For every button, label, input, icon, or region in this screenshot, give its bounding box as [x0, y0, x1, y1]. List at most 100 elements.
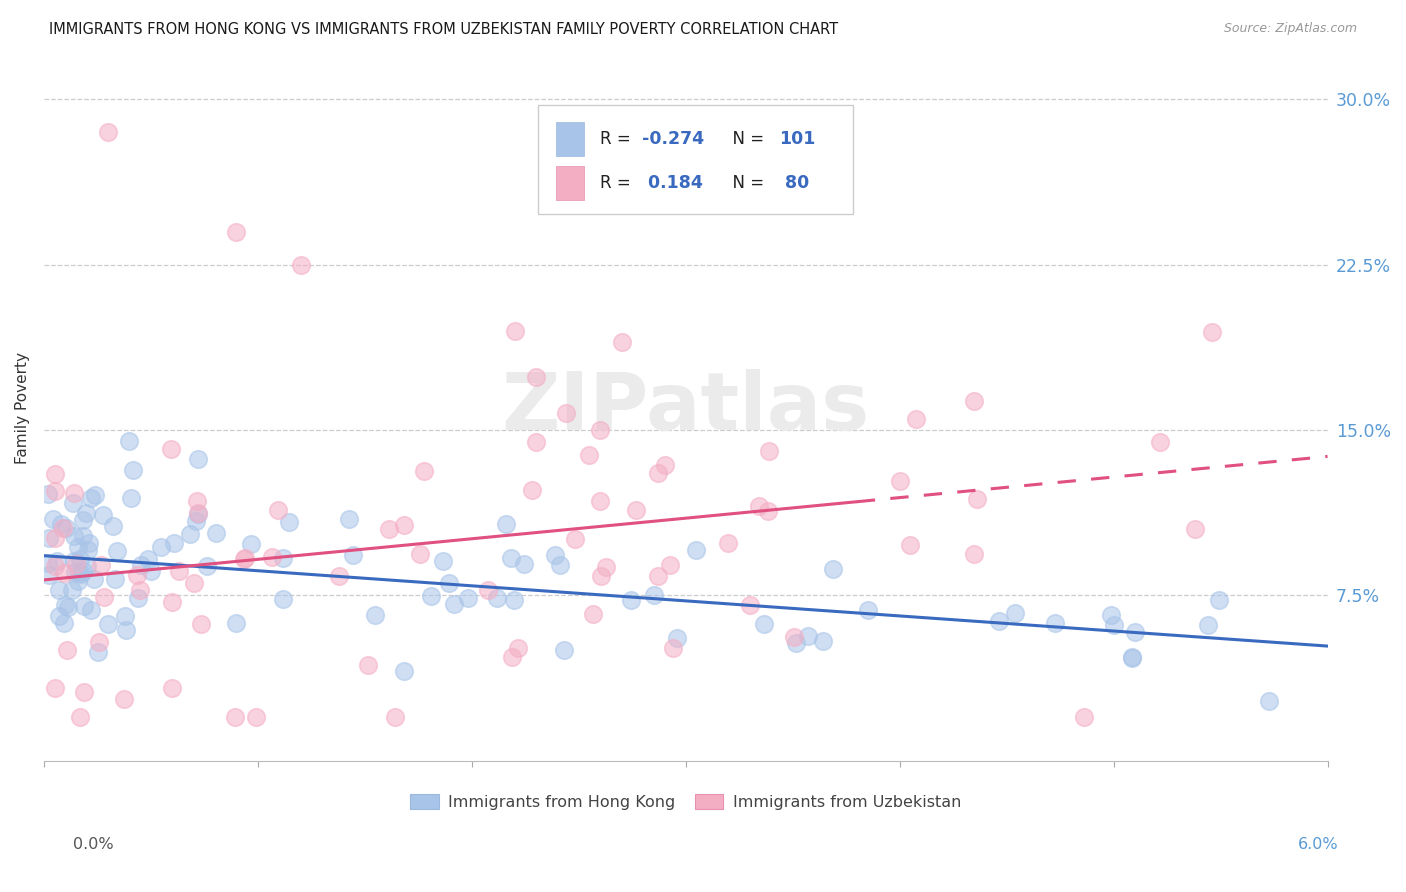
- Point: [225, 225, 247, 239]
- Point: [187, 507, 209, 521]
- Point: [392, 518, 415, 533]
- Point: [408, 547, 430, 561]
- Point: [45, 553, 67, 567]
- Point: [51, 521, 73, 535]
- Point: [44, 681, 66, 696]
- Point: [138, 552, 160, 566]
- Point: [80, 603, 103, 617]
- Point: [77, 536, 100, 550]
- Text: Source: ZipAtlas.com: Source: ZipAtlas.com: [1223, 22, 1357, 36]
- Point: [44, 467, 66, 482]
- Point: [233, 552, 256, 566]
- Point: [87, 645, 110, 659]
- Point: [520, 483, 543, 498]
- Point: [716, 536, 738, 550]
- Point: [555, 406, 578, 420]
- Y-axis label: Family Poverty: Family Poverty: [15, 352, 30, 464]
- Point: [90, 558, 112, 572]
- Point: [72, 512, 94, 526]
- Point: [56, 600, 79, 615]
- Point: [190, 617, 212, 632]
- Point: [662, 640, 685, 655]
- Point: [186, 494, 208, 508]
- Point: [595, 559, 617, 574]
- Point: [553, 643, 575, 657]
- Point: [62, 554, 84, 568]
- Text: IMMIGRANTS FROM HONG KONG VS IMMIGRANTS FROM UZBEKISTAN FAMILY POVERTY CORRELATI: IMMIGRANTS FROM HONG KONG VS IMMIGRANTS …: [49, 22, 838, 37]
- Point: [84, 487, 107, 501]
- Point: [898, 538, 921, 552]
- Point: [610, 334, 633, 349]
- Point: [195, 559, 218, 574]
- Point: [963, 547, 986, 561]
- Point: [821, 562, 844, 576]
- Point: [162, 535, 184, 549]
- Point: [65, 557, 87, 571]
- Point: [856, 603, 879, 617]
- Point: [89, 635, 111, 649]
- Point: [69, 709, 91, 723]
- Point: [72, 529, 94, 543]
- Point: [666, 631, 689, 645]
- Point: [76, 558, 98, 573]
- Point: [328, 569, 350, 583]
- Point: [420, 589, 443, 603]
- Point: [37, 557, 59, 571]
- Point: [754, 616, 776, 631]
- Point: [392, 664, 415, 678]
- Point: [738, 599, 761, 613]
- Point: [62, 528, 84, 542]
- Point: [988, 614, 1011, 628]
- Point: [1073, 709, 1095, 723]
- Point: [758, 444, 780, 458]
- Point: [1125, 625, 1147, 640]
- Point: [384, 709, 406, 723]
- Text: ZIPatlas: ZIPatlas: [502, 369, 870, 447]
- Point: [127, 568, 149, 582]
- Point: [1208, 593, 1230, 607]
- Point: [73, 599, 96, 614]
- Point: [624, 503, 647, 517]
- Point: [184, 514, 207, 528]
- Point: [564, 533, 586, 547]
- Point: [104, 572, 127, 586]
- Point: [905, 411, 928, 425]
- FancyBboxPatch shape: [538, 104, 852, 214]
- Point: [48, 609, 70, 624]
- Point: [267, 503, 290, 517]
- Point: [63, 485, 86, 500]
- Point: [37, 487, 59, 501]
- Point: [127, 591, 149, 605]
- Point: [187, 506, 209, 520]
- Point: [63, 565, 86, 579]
- Point: [811, 633, 834, 648]
- Point: [149, 541, 172, 555]
- Bar: [555, 122, 585, 156]
- Point: [187, 451, 209, 466]
- Point: [72, 564, 94, 578]
- Point: [70, 566, 93, 581]
- Point: [589, 423, 612, 437]
- Point: [160, 595, 183, 609]
- Point: [183, 576, 205, 591]
- Legend: Immigrants from Hong Kong, Immigrants from Uzbekistan: Immigrants from Hong Kong, Immigrants fr…: [404, 788, 967, 816]
- Text: 0.184: 0.184: [643, 174, 703, 192]
- Text: 101: 101: [779, 130, 815, 148]
- Point: [357, 658, 380, 673]
- Point: [412, 464, 434, 478]
- Point: [1045, 616, 1067, 631]
- Point: [502, 592, 524, 607]
- Point: [1121, 651, 1143, 665]
- Point: [756, 504, 779, 518]
- Point: [260, 550, 283, 565]
- Point: [524, 434, 547, 449]
- Point: [73, 685, 96, 699]
- Point: [53, 566, 76, 580]
- Point: [167, 564, 190, 578]
- Point: [513, 557, 536, 571]
- Point: [101, 518, 124, 533]
- Point: [437, 575, 460, 590]
- Point: [44, 532, 66, 546]
- Point: [141, 564, 163, 578]
- Point: [114, 608, 136, 623]
